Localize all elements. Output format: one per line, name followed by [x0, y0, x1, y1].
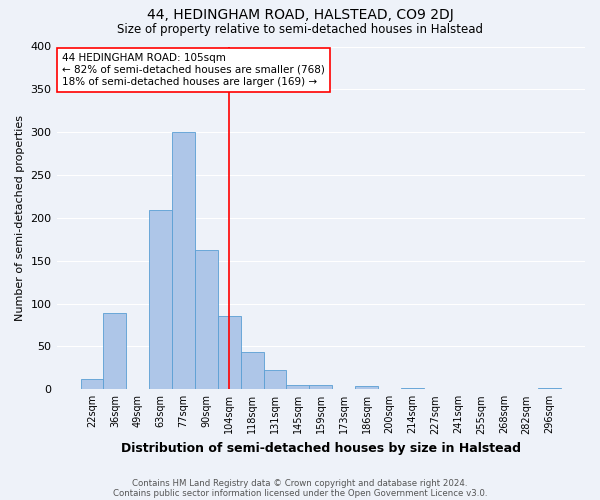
Bar	[218, 316, 241, 390]
Bar	[172, 132, 195, 390]
Bar	[195, 250, 218, 390]
Y-axis label: Number of semi-detached properties: Number of semi-detached properties	[15, 115, 25, 321]
Bar	[263, 370, 286, 390]
Bar	[538, 388, 561, 390]
Bar	[401, 388, 424, 390]
X-axis label: Distribution of semi-detached houses by size in Halstead: Distribution of semi-detached houses by …	[121, 442, 521, 455]
Text: Size of property relative to semi-detached houses in Halstead: Size of property relative to semi-detach…	[117, 22, 483, 36]
Bar	[103, 313, 127, 390]
Bar	[355, 386, 378, 390]
Bar	[80, 379, 103, 390]
Text: 44 HEDINGHAM ROAD: 105sqm
← 82% of semi-detached houses are smaller (768)
18% of: 44 HEDINGHAM ROAD: 105sqm ← 82% of semi-…	[62, 54, 325, 86]
Text: 44, HEDINGHAM ROAD, HALSTEAD, CO9 2DJ: 44, HEDINGHAM ROAD, HALSTEAD, CO9 2DJ	[146, 8, 454, 22]
Bar	[310, 385, 332, 390]
Text: Contains HM Land Registry data © Crown copyright and database right 2024.: Contains HM Land Registry data © Crown c…	[132, 478, 468, 488]
Bar	[241, 352, 263, 390]
Bar	[149, 210, 172, 390]
Text: Contains public sector information licensed under the Open Government Licence v3: Contains public sector information licen…	[113, 488, 487, 498]
Bar	[286, 385, 310, 390]
